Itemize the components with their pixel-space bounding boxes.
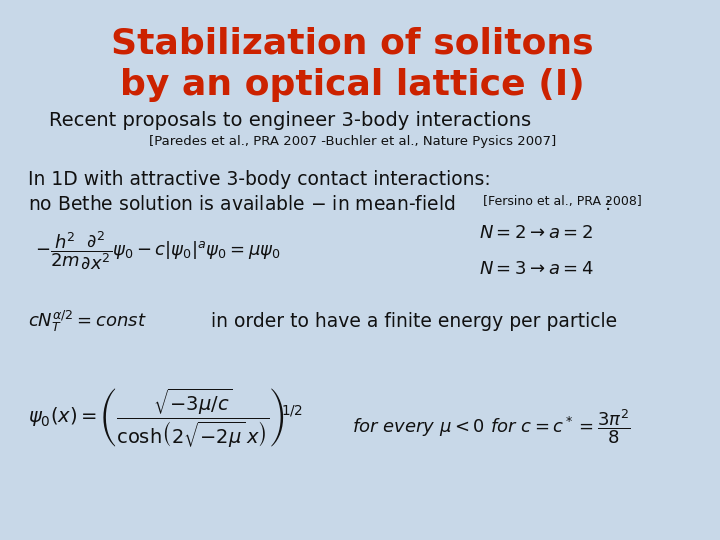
Text: $cN_T^{\alpha/2} = const$: $cN_T^{\alpha/2} = const$ xyxy=(28,308,147,334)
Text: In 1D with attractive 3-body contact interactions:: In 1D with attractive 3-body contact int… xyxy=(28,170,491,189)
Text: $-\dfrac{h^2}{2m}\dfrac{\partial^2}{\partial x^2}\psi_0 - c|\psi_0|^a\psi_0 = \m: $-\dfrac{h^2}{2m}\dfrac{\partial^2}{\par… xyxy=(35,230,281,272)
Text: in order to have a finite energy per particle: in order to have a finite energy per par… xyxy=(212,312,618,331)
Text: [Fersino et al., PRA 2008]: [Fersino et al., PRA 2008] xyxy=(482,195,642,208)
Text: no Bethe solution is available $-$ in mean-field: no Bethe solution is available $-$ in me… xyxy=(28,195,457,214)
Text: Stabilization of solitons: Stabilization of solitons xyxy=(111,27,593,61)
Text: [Paredes et al., PRA 2007 -Buchler et al., Nature Pysics 2007]: [Paredes et al., PRA 2007 -Buchler et al… xyxy=(148,135,556,148)
Text: $\psi_0(x) = \left(\dfrac{\sqrt{-3\mu/c}}{\cosh\!\left(2\sqrt{-2\mu}\,x\right)}\: $\psi_0(x) = \left(\dfrac{\sqrt{-3\mu/c}… xyxy=(28,387,303,450)
Text: Recent proposals to engineer 3-body interactions: Recent proposals to engineer 3-body inte… xyxy=(49,111,531,130)
Text: $N = 2 \rightarrow a = 2$: $N = 2 \rightarrow a = 2$ xyxy=(479,224,593,242)
Text: $N = 3 \rightarrow a = 4$: $N = 3 \rightarrow a = 4$ xyxy=(479,260,594,278)
Text: $\mathit{for\ every}\ \mu < 0\ \mathit{for}\ c = c^* = \dfrac{3\pi^2}{8}$: $\mathit{for\ every}\ \mu < 0\ \mathit{f… xyxy=(352,407,631,446)
Text: :: : xyxy=(604,195,611,214)
Text: by an optical lattice (I): by an optical lattice (I) xyxy=(120,68,585,102)
